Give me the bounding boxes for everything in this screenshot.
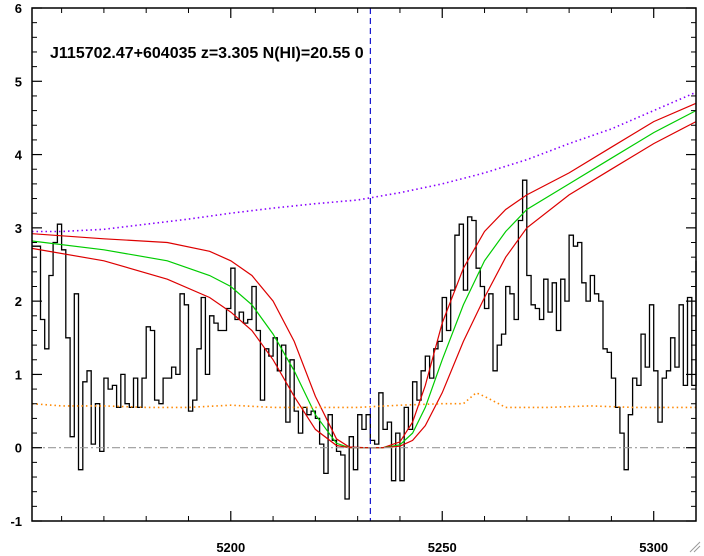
- series-layer: [31, 91, 697, 500]
- series-line-5: [32, 91, 697, 233]
- y-tick-label: 1: [15, 367, 22, 382]
- series-line-4: [31, 121, 697, 449]
- reference-lines: [32, 8, 696, 521]
- plot-frame: [31, 7, 697, 522]
- y-tick-label: 6: [15, 1, 22, 16]
- y-tick-label: 4: [15, 148, 23, 163]
- x-tick-label: 5300: [639, 540, 668, 555]
- x-tick-label: 5250: [428, 540, 457, 555]
- series-line-1: [32, 179, 697, 500]
- y-tick-label: 5: [15, 74, 22, 89]
- y-tick-label: -1: [10, 514, 22, 529]
- x-tick-label: 5200: [216, 540, 245, 555]
- chart-title: J115702.47+604035 z=3.305 N(HI)=20.55 0: [50, 45, 364, 62]
- series-line-6: [31, 391, 696, 409]
- tick-labels: -1 0 1 2 3 4 5 6 5200 5250 5300: [10, 1, 668, 555]
- axis-ticks: [32, 7, 697, 522]
- y-tick-label: 0: [15, 441, 22, 456]
- resize-grip-icon[interactable]: [689, 541, 701, 553]
- y-tick-label: 3: [15, 221, 22, 236]
- y-tick-label: 2: [15, 294, 22, 309]
